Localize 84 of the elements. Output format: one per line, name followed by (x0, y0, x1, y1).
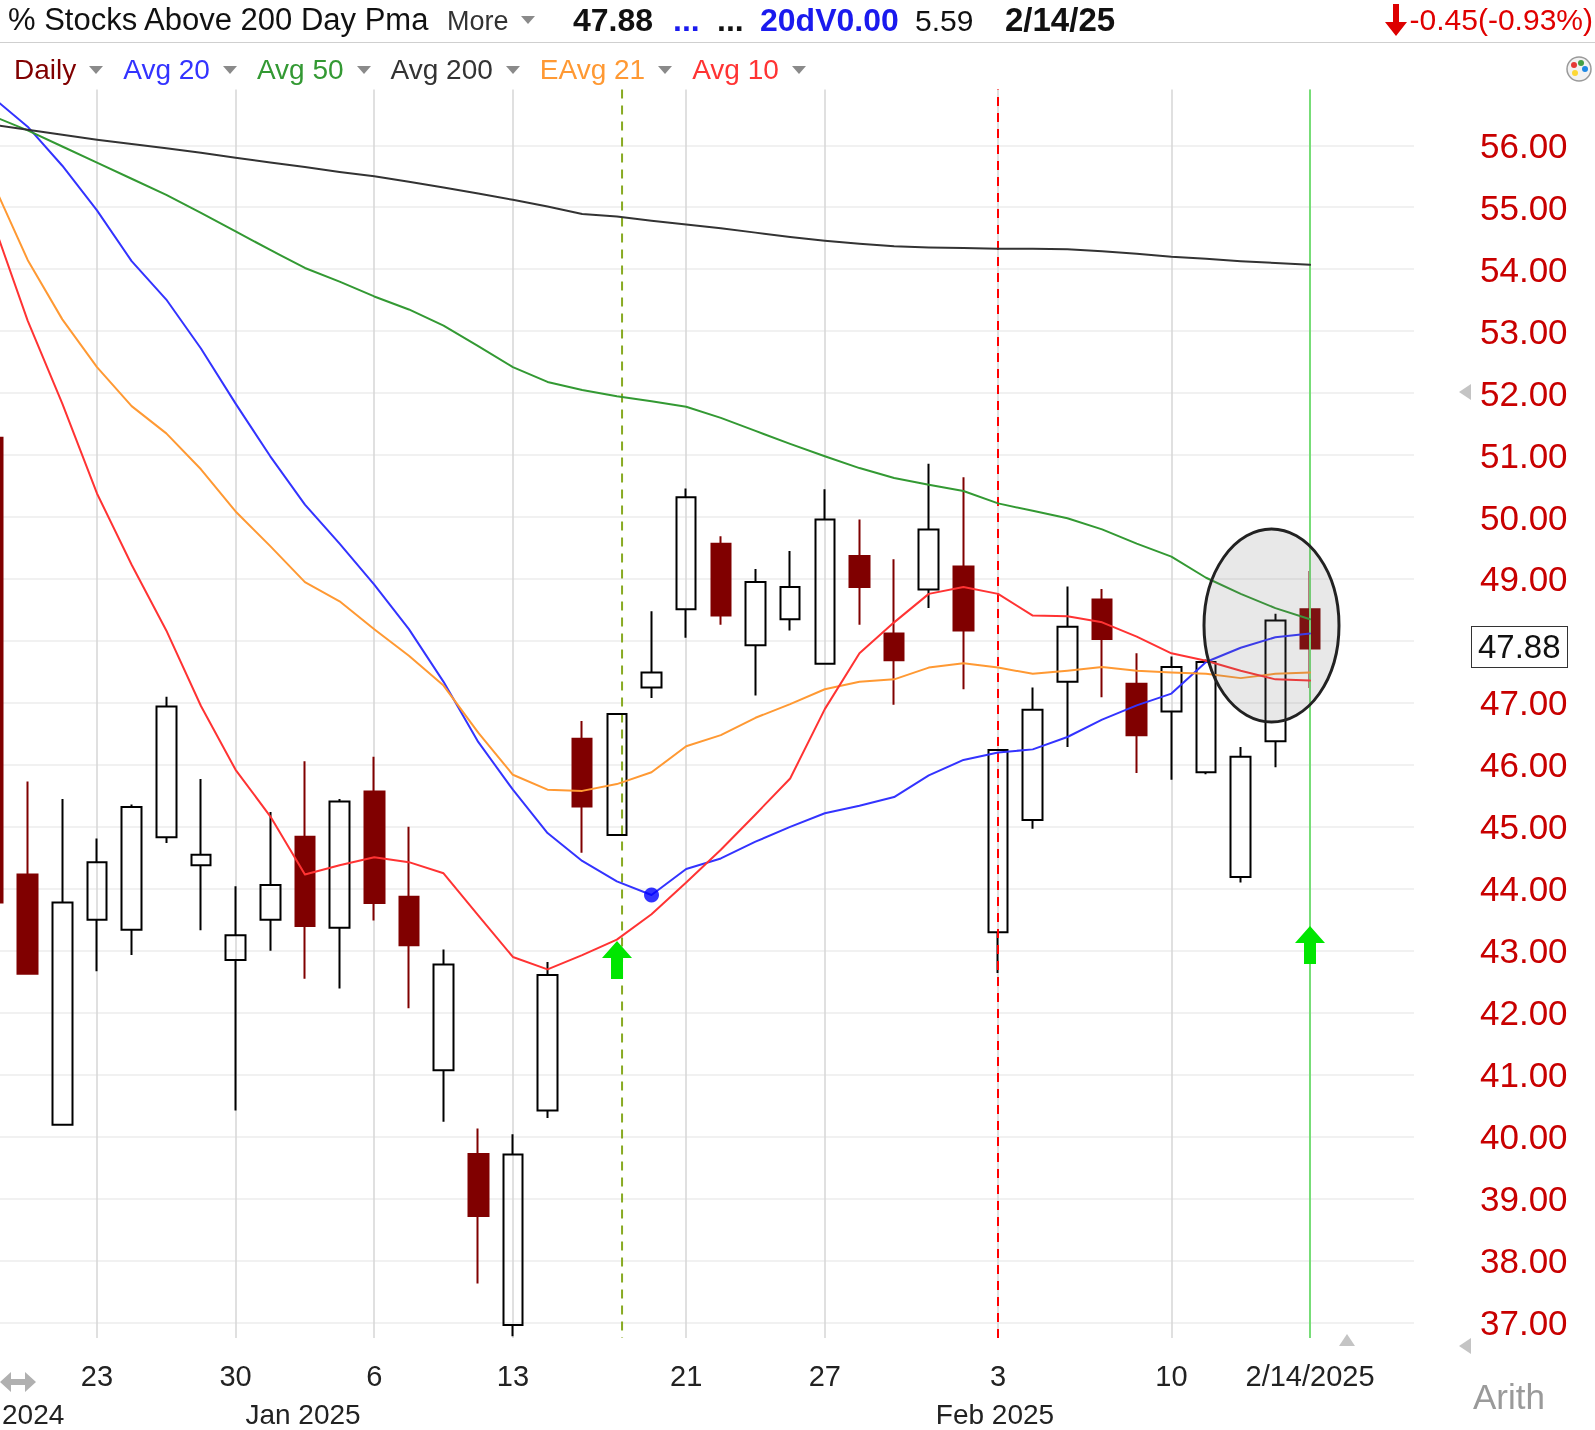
candlestick (675, 487, 697, 639)
y-tick-label: 46.00 (1480, 745, 1568, 785)
candlestick (155, 695, 178, 844)
text: 5.59 (915, 3, 974, 39)
x-tick-label: 13 (496, 1359, 530, 1392)
text: Avg 50 (256, 54, 344, 86)
y-tick-label: 53.00 (1480, 311, 1568, 351)
x-tick-label: 23 (80, 1359, 114, 1392)
y-tick-label: 49.00 (1480, 559, 1568, 599)
candlestick (571, 719, 593, 854)
text: -0.45(-0.93%) (1409, 2, 1593, 38)
candlestick (51, 797, 74, 1126)
text: EAvg 21 (539, 54, 646, 86)
text: 2/14/25 (1005, 0, 1116, 40)
y-tick-label: 55.00 (1480, 187, 1568, 227)
candlestick (987, 749, 1009, 975)
text: ... (673, 0, 700, 40)
y-tick-label: 51.00 (1480, 435, 1568, 475)
x-tick-label: 21 (670, 1359, 703, 1392)
y-tick-label: 44.00 (1480, 869, 1568, 909)
x-tick-label: 2/14/2025 (1245, 1359, 1375, 1392)
text: Daily (14, 54, 77, 86)
candlestick (1229, 745, 1252, 884)
candlestick (814, 488, 836, 665)
text: Avg 10 (692, 54, 779, 86)
candlestick (952, 476, 975, 691)
text: More (447, 4, 509, 38)
candlestick (848, 518, 871, 626)
candlestick (883, 558, 905, 706)
text: 2024 (2, 1398, 65, 1430)
candlestick (1125, 652, 1148, 774)
candlestick (917, 462, 940, 610)
candlestick (432, 948, 455, 1123)
text: ... (717, 0, 744, 40)
text: 47.88 (573, 0, 654, 40)
y-tick-label: 43.00 (1480, 931, 1568, 971)
text: Feb 2025 (935, 1398, 1055, 1430)
y-tick-label: 52.00 (1480, 373, 1568, 413)
candlestick (224, 885, 247, 1112)
text: 20dV0.00 (760, 0, 899, 40)
candlestick (606, 713, 628, 836)
x-tick-label: 10 (1155, 1359, 1188, 1392)
candlestick (328, 797, 351, 990)
candlestick (467, 1127, 490, 1285)
y-tick-label: 42.00 (1480, 993, 1568, 1033)
candlestick (363, 755, 386, 922)
candlestick (398, 825, 420, 1010)
x-tick-label: 6 (366, 1359, 383, 1392)
candlestick (86, 837, 108, 973)
candlestick (120, 803, 143, 957)
text: Avg 20 (123, 54, 210, 86)
candlestick (16, 780, 39, 975)
y-tick-label: 45.00 (1480, 807, 1568, 847)
x-tick-label: 30 (219, 1359, 252, 1392)
candlestick (710, 535, 732, 626)
candlestick (1021, 686, 1044, 830)
y-tick-label: 54.00 (1480, 249, 1568, 289)
x-tick-label: 27 (808, 1359, 841, 1392)
y-tick-label: 39.00 (1480, 1179, 1568, 1219)
candlestick (294, 760, 316, 980)
x-tick-label: 3 (990, 1359, 1007, 1392)
chart-title: % Stocks Above 200 Day Pma (8, 1, 429, 38)
text: Avg 200 (390, 54, 493, 86)
candlestick (502, 1133, 524, 1338)
text: Arith (1473, 1376, 1545, 1418)
y-tick-label: 40.00 (1480, 1117, 1568, 1157)
y-tick-label: 50.00 (1480, 497, 1568, 537)
text: 47.88 (1478, 627, 1561, 667)
y-tick-label: 41.00 (1480, 1055, 1568, 1095)
candlestick (1264, 612, 1287, 769)
text: Jan 2025 (245, 1398, 361, 1430)
candlestick (259, 810, 282, 952)
candlestick (779, 550, 801, 632)
y-tick-label: 47.00 (1480, 683, 1568, 723)
candlestick (1160, 655, 1183, 781)
candlestick (1056, 585, 1079, 748)
y-tick-label: 56.00 (1480, 125, 1568, 165)
candlestick (190, 778, 212, 932)
candlestick (536, 960, 559, 1120)
candlestick (1091, 587, 1113, 699)
candlestick (640, 610, 663, 699)
candlestick (744, 568, 767, 697)
y-tick-label: 37.00 (1480, 1303, 1568, 1343)
y-tick-label: 38.00 (1480, 1241, 1568, 1281)
